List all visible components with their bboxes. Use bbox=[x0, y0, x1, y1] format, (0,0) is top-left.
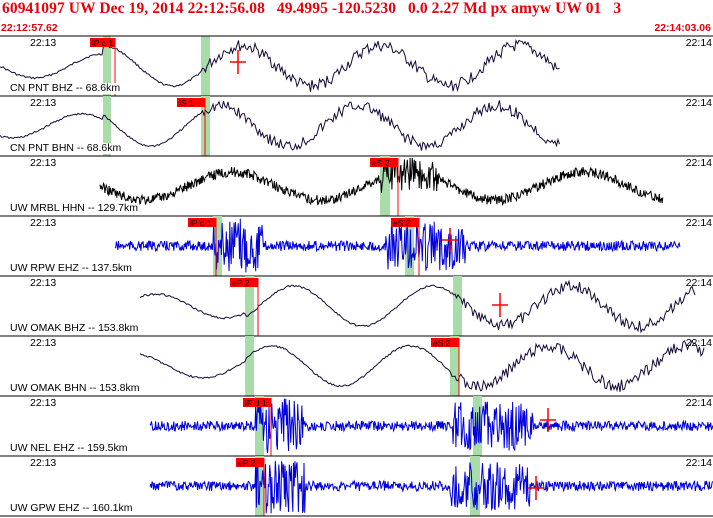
time-window-band bbox=[245, 336, 254, 396]
time-tick-right: 22:14 bbox=[685, 157, 712, 169]
pick-flag bbox=[391, 218, 419, 227]
pick-flag bbox=[188, 218, 216, 227]
channel-label: UW NEL EHZ -- 159.5km bbox=[10, 442, 129, 454]
pick-flag bbox=[90, 38, 115, 47]
time-window-band bbox=[201, 36, 210, 96]
waveform-trace bbox=[0, 38, 560, 93]
pick-flag bbox=[370, 158, 398, 167]
waveform-trace bbox=[149, 398, 713, 453]
channel-label: UW OMAK BHZ -- 153.8km bbox=[10, 322, 140, 334]
time-window-band bbox=[470, 456, 480, 516]
time-window-band bbox=[453, 276, 462, 336]
pick-label: iS 1 bbox=[179, 98, 194, 108]
time-tick-right: 22:14 bbox=[685, 97, 712, 109]
channel-label: UW GPW EHZ -- 160.1km bbox=[10, 502, 134, 514]
waveform-trace bbox=[149, 460, 713, 514]
pick-flag bbox=[236, 458, 264, 467]
pick-label: eP 2 bbox=[232, 278, 250, 288]
time-window-band bbox=[380, 156, 390, 216]
pick-label: eS 2 bbox=[372, 158, 390, 168]
time-tick-left: 22:13 bbox=[30, 97, 57, 109]
time-tick-left: 22:13 bbox=[30, 37, 57, 49]
waveform-trace bbox=[0, 100, 560, 151]
channel-label: CN PNT BHZ -- 68.6km bbox=[10, 82, 122, 94]
waveform-trace bbox=[139, 279, 696, 334]
time-tick-left: 22:13 bbox=[30, 277, 57, 289]
time-tick-left: 22:13 bbox=[30, 217, 57, 229]
pick-label: eS 2 bbox=[393, 218, 411, 228]
time-window-band bbox=[245, 276, 254, 336]
pick-label: iP c 1 bbox=[92, 38, 113, 48]
time-window-band bbox=[213, 216, 222, 276]
waveform-trace bbox=[99, 157, 664, 207]
time-tick-right: 22:14 bbox=[685, 457, 712, 469]
time-window-band bbox=[103, 36, 111, 96]
time-tick-left: 22:13 bbox=[30, 157, 57, 169]
channel-label: UW RPW EHZ -- 137.5km bbox=[10, 262, 133, 274]
time-tick-left: 22:13 bbox=[30, 457, 57, 469]
channel-label: CN PNT BHN -- 68.6km bbox=[10, 142, 123, 154]
time-window-band bbox=[103, 96, 111, 156]
time-tick-left: 22:13 bbox=[30, 397, 57, 409]
pick-flag bbox=[230, 278, 258, 287]
time-window-band bbox=[450, 336, 459, 396]
time-tick-right: 22:14 bbox=[685, 397, 712, 409]
event-header: 60941097 UW Dec 19, 2014 22:12:56.08 49.… bbox=[0, 0, 713, 34]
waveform-trace bbox=[139, 339, 705, 393]
waveform-trace bbox=[114, 218, 681, 273]
channel-label: UW OMAK BHN -- 153.8km bbox=[10, 382, 141, 394]
pick-flag bbox=[431, 338, 459, 347]
pick-flag bbox=[243, 398, 271, 407]
pick-label: iP d 1 bbox=[190, 218, 212, 228]
channel-label: UW MRBL HHN -- 129.7km bbox=[10, 202, 139, 214]
end-time: 22:14:03.06 bbox=[654, 22, 711, 34]
time-window-band bbox=[255, 396, 264, 456]
time-tick-left: 22:13 bbox=[30, 337, 57, 349]
time-tick-right: 22:14 bbox=[685, 217, 712, 229]
pick-flag bbox=[177, 98, 205, 107]
time-tick-right: 22:14 bbox=[685, 277, 712, 289]
pick-label: iP d 1 bbox=[245, 398, 267, 408]
event-summary: 60941097 UW Dec 19, 2014 22:12:56.08 49.… bbox=[2, 0, 622, 17]
pick-label: eS 2 bbox=[433, 338, 451, 348]
time-tick-right: 22:14 bbox=[685, 37, 712, 49]
time-tick-right: 22:14 bbox=[685, 337, 712, 349]
pick-label: eP 2 bbox=[238, 458, 256, 468]
start-time: 22:12:57.62 bbox=[1, 22, 58, 34]
